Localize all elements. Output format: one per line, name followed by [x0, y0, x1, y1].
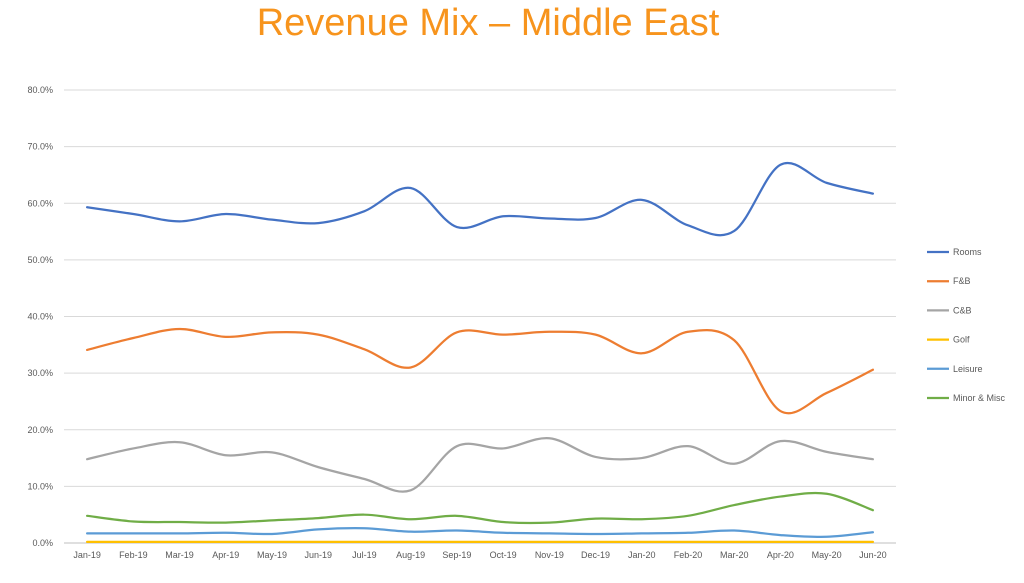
x-tick-label: May-20: [812, 550, 842, 560]
x-tick-label: Apr-20: [767, 550, 794, 560]
gridlines: [64, 89, 896, 544]
x-tick-label: Jan-19: [73, 550, 101, 560]
y-tick-label: 30.0%: [27, 368, 53, 378]
x-tick-label: Apr-19: [212, 550, 239, 560]
y-tick-label: 20.0%: [27, 425, 53, 435]
series-line-f-b: [85, 327, 875, 415]
y-tick-label: 0.0%: [32, 538, 53, 548]
x-tick-label: Sep-19: [442, 550, 471, 560]
series-lines: [85, 161, 875, 543]
legend: Rooms F&B C&B Golf Leisure Minor & Misc: [927, 247, 1006, 403]
legend-label-c-b: C&B: [953, 305, 972, 315]
x-tick-label: Mar-19: [165, 550, 194, 560]
y-tick-label: 60.0%: [27, 198, 53, 208]
y-axis: 0.0% 10.0% 20.0% 30.0% 40.0% 50.0% 60.0% 70.0% 8…: [27, 85, 53, 548]
y-tick-label: 50.0%: [27, 255, 53, 265]
x-tick-label: Jun-20: [859, 550, 887, 560]
chart-title: Revenue Mix – Middle East: [256, 2, 720, 44]
x-tick-label: Jun-19: [304, 550, 332, 560]
series-line-rooms: [85, 161, 875, 237]
x-tick-label: Mar-20: [720, 550, 749, 560]
x-tick-label: Jul-19: [352, 550, 377, 560]
x-tick-label: Jan-20: [628, 550, 656, 560]
legend-label-golf: Golf: [953, 335, 970, 345]
x-tick-label: Feb-19: [119, 550, 148, 560]
x-tick-label: Dec-19: [581, 550, 610, 560]
legend-label-f-b: F&B: [953, 276, 971, 286]
x-tick-label: May-19: [257, 550, 287, 560]
series-line-minor-misc: [85, 491, 875, 525]
legend-label-minor-misc: Minor & Misc: [953, 393, 1006, 403]
y-tick-label: 80.0%: [27, 85, 53, 95]
x-axis: Jan-19 Feb-19 Mar-19 Apr-19 May-19 Jun-19 Jul-…: [73, 550, 886, 560]
legend-label-rooms: Rooms: [953, 247, 982, 257]
y-tick-label: 10.0%: [27, 481, 53, 491]
series-line-c-b: [85, 437, 875, 493]
y-tick-label: 40.0%: [27, 312, 53, 322]
x-tick-label: Aug-19: [396, 550, 425, 560]
x-tick-label: Nov-19: [535, 550, 564, 560]
x-tick-label: Oct-19: [490, 550, 517, 560]
x-tick-label: Feb-20: [674, 550, 703, 560]
legend-label-leisure: Leisure: [953, 364, 983, 374]
series-line-leisure: [85, 527, 875, 539]
y-tick-label: 70.0%: [27, 142, 53, 152]
